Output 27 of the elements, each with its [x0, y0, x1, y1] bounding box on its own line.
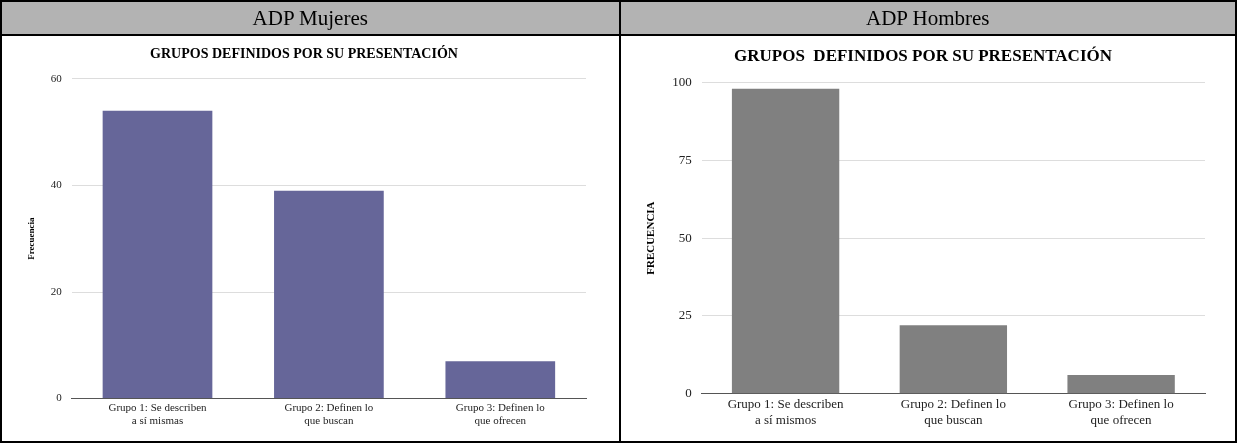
y-tick-label: 75 — [678, 151, 692, 167]
chart-subtitle: ADP Hombres — [620, 2, 1235, 36]
x-tick-label: Grupo 1: Se describen a sí mismas — [108, 401, 208, 427]
x-tick-label: Grupo 2: Definen lo que buscan — [284, 401, 374, 427]
bar — [899, 325, 1007, 394]
y-tick-label: 0 — [56, 391, 63, 404]
y-tick-label: 0 — [684, 385, 692, 401]
y-axis-title: FRECUENCIA — [643, 201, 656, 275]
y-tick-label: 40 — [50, 178, 63, 191]
y-axis-title: Frecuencia — [25, 217, 36, 260]
y-tick-label: 100 — [671, 73, 692, 89]
bar — [102, 110, 213, 399]
y-tick-label: 60 — [50, 71, 63, 84]
y-tick-label: 50 — [678, 229, 692, 245]
bar — [445, 361, 556, 399]
y-tick-label: 25 — [678, 307, 692, 323]
bar — [731, 88, 839, 394]
x-tick-label: Grupo 3: Definen lo que ofrecen — [455, 401, 546, 427]
y-tick-label: 20 — [50, 284, 63, 297]
x-tick-label: Grupo 2: Definen lo que buscan — [900, 396, 1006, 427]
bar — [1066, 375, 1175, 394]
x-tick-label: Grupo 3: Definen lo que ofrecen — [1068, 396, 1174, 427]
chart-title: GRUPOS DEFINIDOS POR SU PRESENTACIÓN — [150, 45, 458, 62]
chart-title: GRUPOS DEFINIDOS POR SU PRESENTACIÓN — [733, 45, 1113, 65]
chart-subtitle: ADP Mujeres — [2, 2, 619, 36]
x-tick-label: Grupo 1: Se describen a sí mismos — [727, 396, 844, 427]
bar — [274, 190, 384, 399]
